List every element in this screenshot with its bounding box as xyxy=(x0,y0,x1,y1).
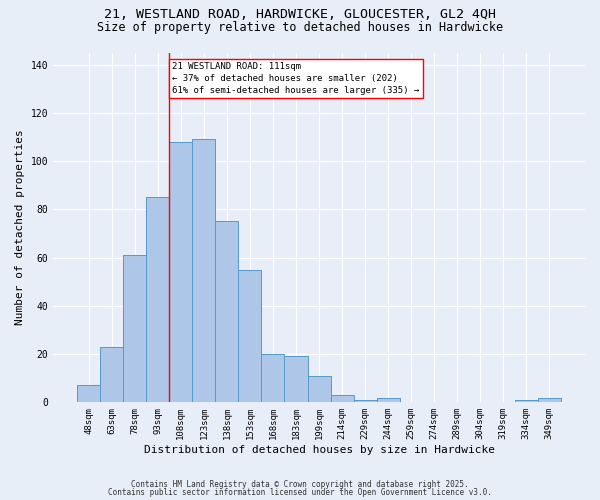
Bar xyxy=(123,255,146,402)
Bar xyxy=(193,140,215,402)
Text: 21, WESTLAND ROAD, HARDWICKE, GLOUCESTER, GL2 4QH: 21, WESTLAND ROAD, HARDWICKE, GLOUCESTER… xyxy=(104,8,496,20)
Bar xyxy=(284,356,308,403)
Bar xyxy=(100,347,123,403)
Y-axis label: Number of detached properties: Number of detached properties xyxy=(15,130,25,326)
Bar xyxy=(331,395,353,402)
Bar xyxy=(353,400,377,402)
Bar xyxy=(238,270,262,402)
Text: 21 WESTLAND ROAD: 111sqm
← 37% of detached houses are smaller (202)
61% of semi-: 21 WESTLAND ROAD: 111sqm ← 37% of detach… xyxy=(172,62,419,95)
Bar xyxy=(515,400,538,402)
Bar xyxy=(146,198,169,402)
Bar xyxy=(169,142,193,403)
Text: Contains HM Land Registry data © Crown copyright and database right 2025.: Contains HM Land Registry data © Crown c… xyxy=(131,480,469,489)
Bar xyxy=(377,398,400,402)
Bar xyxy=(262,354,284,403)
Text: Size of property relative to detached houses in Hardwicke: Size of property relative to detached ho… xyxy=(97,21,503,34)
Bar xyxy=(215,222,238,402)
X-axis label: Distribution of detached houses by size in Hardwicke: Distribution of detached houses by size … xyxy=(143,445,494,455)
Bar xyxy=(77,386,100,402)
Bar xyxy=(308,376,331,402)
Bar xyxy=(538,398,561,402)
Text: Contains public sector information licensed under the Open Government Licence v3: Contains public sector information licen… xyxy=(108,488,492,497)
